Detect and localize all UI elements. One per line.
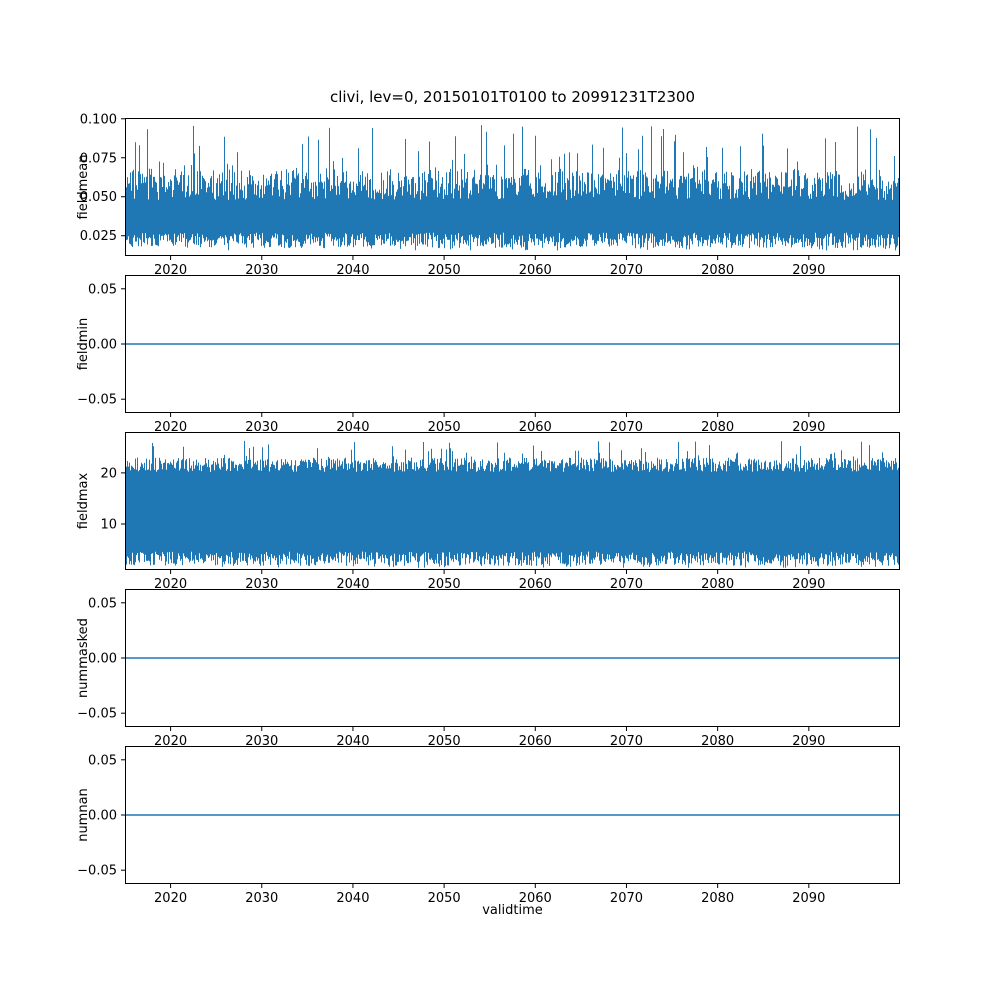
x-tick-label: 2070 xyxy=(610,577,643,592)
x-axis-label: validtime xyxy=(482,903,543,918)
x-tick-label: 2060 xyxy=(519,263,552,278)
x-tick-label: 2090 xyxy=(792,734,825,749)
plot-fieldmean: 0.100 0.075 0.050 0.025 2020 2030 2040 2050 2060… xyxy=(76,112,900,278)
x-tick-label: 2090 xyxy=(792,263,825,278)
x-tick-label: 2090 xyxy=(792,577,825,592)
plot-nummasked: 0.05 0.00 −0.05 2020 2030 2040 2050 2060 2070 208… xyxy=(76,589,900,749)
x-tick-label: 2080 xyxy=(701,263,734,278)
axes-frame xyxy=(125,432,900,570)
y-axis-label: fieldmean xyxy=(76,155,91,220)
x-tick-label: 2020 xyxy=(154,891,187,906)
y-tick-label: 0.00 xyxy=(88,338,117,353)
x-tick-label: 2050 xyxy=(428,734,461,749)
y-tick-label: 10 xyxy=(100,518,117,533)
plot-numnan: 0.05 0.00 −0.05 2020 2030 2040 2050 2060 2070 208… xyxy=(76,746,900,906)
y-axis-label: fieldmax xyxy=(76,473,91,530)
x-tick-label: 2070 xyxy=(610,734,643,749)
y-tick-label: 0.05 xyxy=(88,753,117,768)
y-tick-label: 0.100 xyxy=(80,112,117,127)
x-tick-label: 2050 xyxy=(428,577,461,592)
panel-fieldmax: 20 10 2020 2030 2040 2050 2060 2070 2080 2090 fiel… xyxy=(0,432,1000,596)
x-tick-label: 2040 xyxy=(336,577,369,592)
x-tick-label: 2040 xyxy=(336,891,369,906)
y-tick-label: 20 xyxy=(100,466,117,481)
noisy-series xyxy=(125,125,900,251)
y-tick-label: −0.05 xyxy=(77,393,117,408)
y-axis-label: fieldmin xyxy=(76,318,91,371)
y-tick-label: −0.05 xyxy=(77,864,117,879)
x-tick-label: 2060 xyxy=(519,420,552,435)
x-tick-label: 2080 xyxy=(701,734,734,749)
x-tick-label: 2080 xyxy=(701,891,734,906)
x-tick-label: 2060 xyxy=(519,577,552,592)
x-tick-label: 2070 xyxy=(610,263,643,278)
panel-numnan: 0.05 0.00 −0.05 2020 2030 2040 2050 2060 2070 208… xyxy=(0,746,1000,910)
x-tick-label: 2020 xyxy=(154,577,187,592)
x-tick-label: 2030 xyxy=(245,420,278,435)
x-tick-label: 2020 xyxy=(154,263,187,278)
y-tick-label: −0.05 xyxy=(77,707,117,722)
x-tick-label: 2050 xyxy=(428,420,461,435)
axes-frame xyxy=(125,118,900,256)
y-tick-label: 0.075 xyxy=(80,151,117,166)
axes-frame xyxy=(125,589,900,727)
x-tick-label: 2030 xyxy=(245,891,278,906)
x-tick-label: 2030 xyxy=(245,263,278,278)
y-tick-label: 0.05 xyxy=(88,596,117,611)
x-tick-label: 2050 xyxy=(428,263,461,278)
panel-fieldmin: 0.05 0.00 −0.05 2020 2030 2040 2050 2060 2070 208… xyxy=(0,275,1000,439)
y-axis-label: nummasked xyxy=(76,618,91,698)
y-axis-label: numnan xyxy=(76,788,91,842)
x-tick-label: 2020 xyxy=(154,420,187,435)
y-tick-label: 0.05 xyxy=(88,282,117,297)
noisy-series xyxy=(125,440,900,568)
chart-title: clivi, lev=0, 20150101T0100 to 20991231T… xyxy=(329,88,696,106)
x-tick-label: 2040 xyxy=(336,263,369,278)
x-tick-label: 2070 xyxy=(610,891,643,906)
panel-nummasked: 0.05 0.00 −0.05 2020 2030 2040 2050 2060 2070 208… xyxy=(0,589,1000,753)
y-tick-label: 0.00 xyxy=(88,809,117,824)
y-tick-label: 0.025 xyxy=(80,229,117,244)
x-tick-label: 2040 xyxy=(336,420,369,435)
x-tick-label: 2090 xyxy=(792,891,825,906)
x-tick-label: 2080 xyxy=(701,577,734,592)
y-tick-label: 0.050 xyxy=(80,190,117,205)
axes-frame xyxy=(125,275,900,413)
x-tick-label: 2030 xyxy=(245,577,278,592)
y-tick-label: 0.00 xyxy=(88,652,117,667)
x-tick-label: 2020 xyxy=(154,734,187,749)
x-tick-label: 2070 xyxy=(610,420,643,435)
x-tick-label: 2060 xyxy=(519,734,552,749)
panel-fieldmean: 0.100 0.075 0.050 0.025 2020 2030 2040 2050 2060… xyxy=(0,112,1000,282)
x-tick-label: 2040 xyxy=(336,734,369,749)
plot-fieldmin: 0.05 0.00 −0.05 2020 2030 2040 2050 2060 2070 208… xyxy=(76,275,900,435)
x-tick-label: 2030 xyxy=(245,734,278,749)
x-tick-label: 2090 xyxy=(792,420,825,435)
axes-frame xyxy=(125,746,900,884)
x-tick-label: 2060 xyxy=(519,891,552,906)
x-tick-label: 2080 xyxy=(701,420,734,435)
x-tick-label: 2050 xyxy=(428,891,461,906)
